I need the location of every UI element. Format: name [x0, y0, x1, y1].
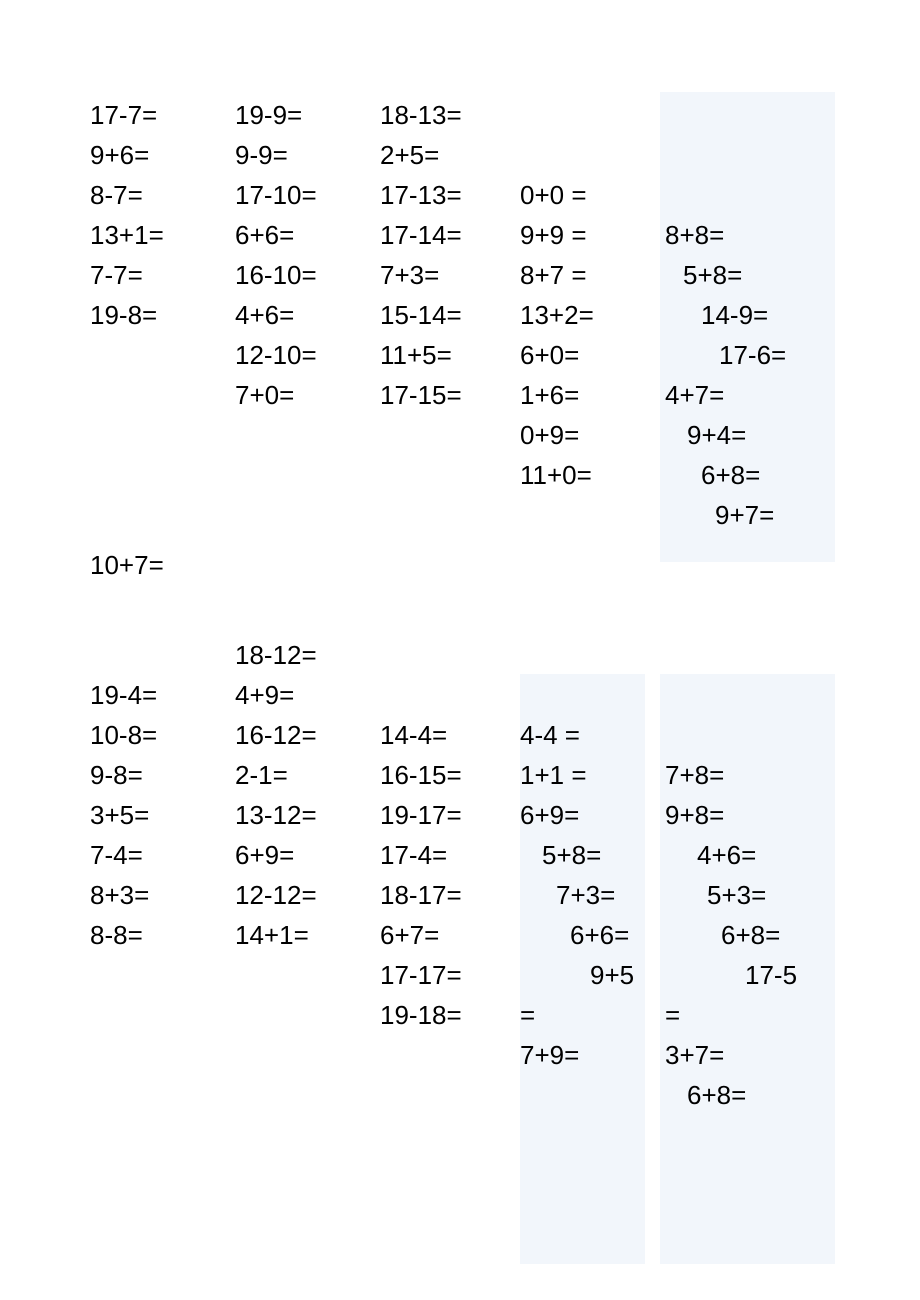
math-problem: 17-7= [90, 100, 157, 131]
math-problem: 19-9= [235, 100, 302, 131]
math-problem: 10-8= [90, 720, 157, 751]
math-problem: 19-8= [90, 300, 157, 331]
math-problem: 13-12= [235, 800, 317, 831]
math-problem: 1+1 = [520, 760, 587, 791]
math-problem: 11+0= [520, 460, 592, 491]
math-problem: 9-9= [235, 140, 288, 171]
math-problem: 10+7= [90, 550, 164, 581]
math-problem: 12-10= [235, 340, 317, 371]
math-problem: 2-1= [235, 760, 288, 791]
math-problem: 9+5 [590, 960, 634, 991]
math-problem: 13+1= [90, 220, 164, 251]
math-problem: 14-4= [380, 720, 447, 751]
math-problem: 15-14= [380, 300, 462, 331]
math-problem: 6+9= [235, 840, 294, 871]
math-problem: 7+3= [380, 260, 439, 291]
math-problem: 17-10= [235, 180, 317, 211]
math-problem: 17-4= [380, 840, 447, 871]
math-problem: 9+8= [665, 800, 724, 831]
math-problem: 6+6= [570, 920, 629, 951]
math-problem: 17-5 [745, 960, 797, 991]
math-problem: 4+6= [235, 300, 294, 331]
math-problem: 6+9= [520, 800, 579, 831]
math-problem: 6+8= [687, 1080, 746, 1111]
math-problem: 17-15= [380, 380, 462, 411]
math-problem: 8+8= [665, 220, 724, 251]
math-problem: 12-12= [235, 880, 317, 911]
math-problem: 6+6= [235, 220, 294, 251]
math-problem: 7+8= [665, 760, 724, 791]
math-problem: 7+0= [235, 380, 294, 411]
math-problem: 6+7= [380, 920, 439, 951]
math-problem: 14-9= [701, 300, 768, 331]
math-problem: 16-15= [380, 760, 462, 791]
math-problem: 9+9 = [520, 220, 587, 251]
math-problem: 5+3= [707, 880, 766, 911]
math-problem: 7-4= [90, 840, 143, 871]
math-problem: 19-18= [380, 1000, 462, 1031]
math-problem: 6+8= [701, 460, 760, 491]
math-problem: 18-12= [235, 640, 317, 671]
math-problem: 9+6= [90, 140, 149, 171]
math-problem: 8-7= [90, 180, 143, 211]
math-problem: 1+6= [520, 380, 579, 411]
math-problem: 6+8= [721, 920, 780, 951]
math-problem: 0+0 = [520, 180, 587, 211]
math-problem: 4+9= [235, 680, 294, 711]
math-problem: 8-8= [90, 920, 143, 951]
math-problem: 19-17= [380, 800, 462, 831]
math-problem: 11+5= [380, 340, 452, 371]
math-problem: 5+8= [683, 260, 742, 291]
math-problem: = [665, 1000, 680, 1031]
math-problem: 7-7= [90, 260, 143, 291]
math-problem: 3+5= [90, 800, 149, 831]
math-problem: 3+7= [665, 1040, 724, 1071]
math-problem: 4+7= [665, 380, 724, 411]
math-problem: = [520, 1000, 535, 1031]
math-problem: 5+8= [542, 840, 601, 871]
math-problem: 17-17= [380, 960, 462, 991]
math-problem: 13+2= [520, 300, 594, 331]
math-problem: 4-4 = [520, 720, 580, 751]
math-problem: 4+6= [697, 840, 756, 871]
math-problem: 14+1= [235, 920, 309, 951]
math-problem: 17-14= [380, 220, 462, 251]
math-problem: 9+4= [687, 420, 746, 451]
math-problem: 16-12= [235, 720, 317, 751]
math-problem: 18-13= [380, 100, 462, 131]
math-problem: 8+3= [90, 880, 149, 911]
math-problem: 9+7= [715, 500, 774, 531]
math-problem: 7+3= [556, 880, 615, 911]
math-problem: 6+0= [520, 340, 579, 371]
math-problem: 2+5= [380, 140, 439, 171]
math-problem: 18-17= [380, 880, 462, 911]
math-problem: 8+7 = [520, 260, 587, 291]
math-problem: 0+9= [520, 420, 579, 451]
math-problem: 9-8= [90, 760, 143, 791]
math-problem: 17-13= [380, 180, 462, 211]
math-problem: 17-6= [719, 340, 786, 371]
math-problem: 16-10= [235, 260, 317, 291]
math-problem: 19-4= [90, 680, 157, 711]
math-problem: 7+9= [520, 1040, 579, 1071]
